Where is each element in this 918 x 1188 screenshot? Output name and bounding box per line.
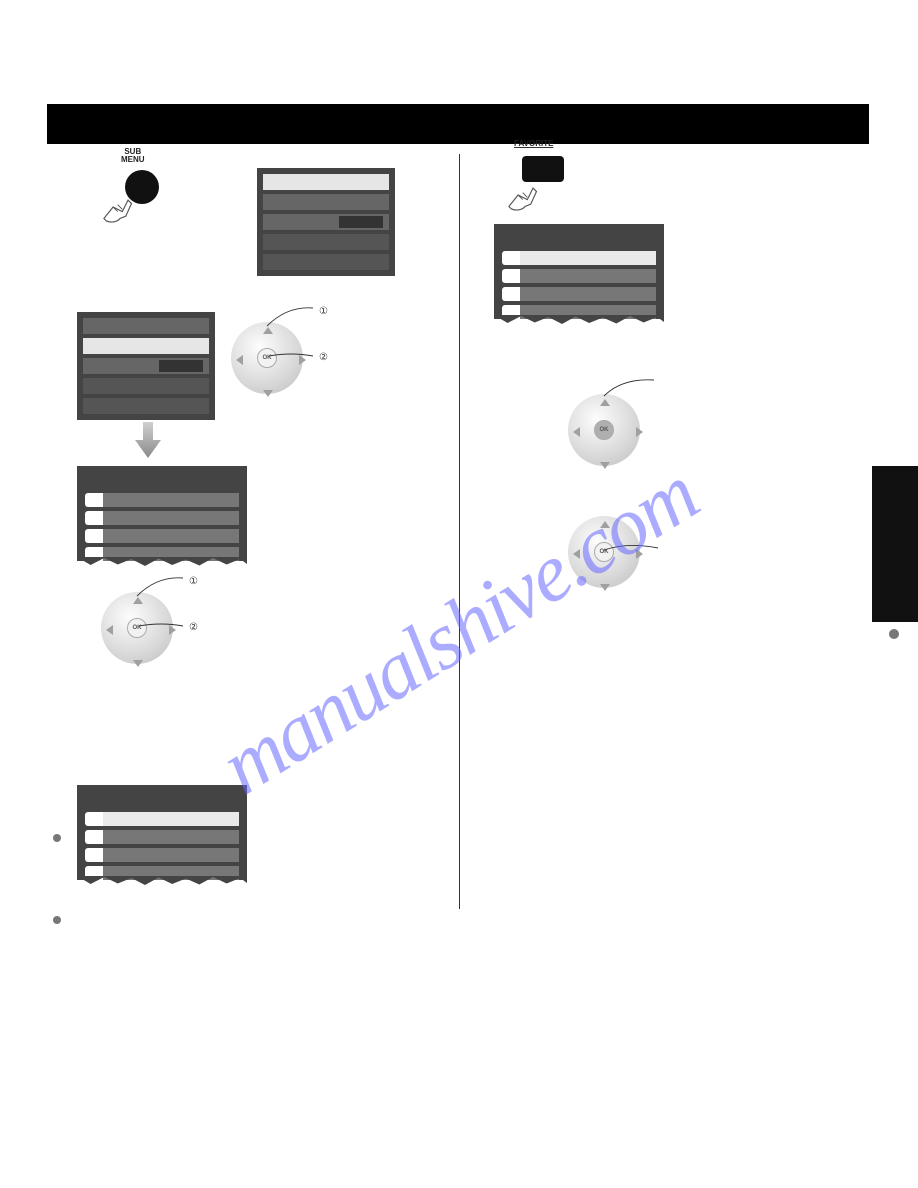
ok-button[interactable]: OK [594, 420, 614, 440]
remote-nav-disc-3[interactable]: OK [564, 388, 648, 472]
remote-nav-disc-1[interactable]: OK ① ② [227, 316, 311, 400]
side-tab [872, 466, 918, 622]
callout-line-icon [600, 382, 660, 402]
favorite-button[interactable]: FAVORITE [508, 150, 578, 220]
menu-screenshot-2 [77, 312, 215, 420]
bullet-icon [53, 916, 61, 924]
channel-list-screenshot-1 [77, 466, 247, 561]
down-arrow-icon [133, 422, 163, 458]
sub-menu-label: SUB MENU [121, 148, 145, 164]
callout-1: ① [319, 306, 328, 317]
channel-list-screenshot-2 [77, 785, 247, 880]
page-indicator-dot [889, 629, 899, 639]
sub-menu-button[interactable]: SUB MENU [103, 162, 173, 232]
favorite-list-screenshot [494, 224, 664, 319]
pointing-hand-icon [97, 184, 143, 230]
callout-2: ② [189, 622, 198, 633]
callout-1: ① [189, 576, 198, 587]
callout-line-icon [604, 538, 664, 562]
callout-lines-icon [137, 582, 197, 632]
column-divider [459, 154, 460, 909]
pointing-hand-icon [502, 172, 548, 218]
bullet-icon [53, 834, 61, 842]
callout-2: ② [319, 352, 328, 363]
sub-menu-label-line2: MENU [121, 155, 145, 164]
menu-screenshot-1 [257, 168, 395, 276]
remote-nav-disc-4[interactable]: OK [564, 510, 648, 594]
callout-lines-icon [267, 312, 327, 362]
favorite-label: FAVORITE [514, 140, 553, 148]
section-header-bar [47, 104, 869, 144]
remote-nav-disc-2[interactable]: OK ① ② [97, 586, 181, 670]
